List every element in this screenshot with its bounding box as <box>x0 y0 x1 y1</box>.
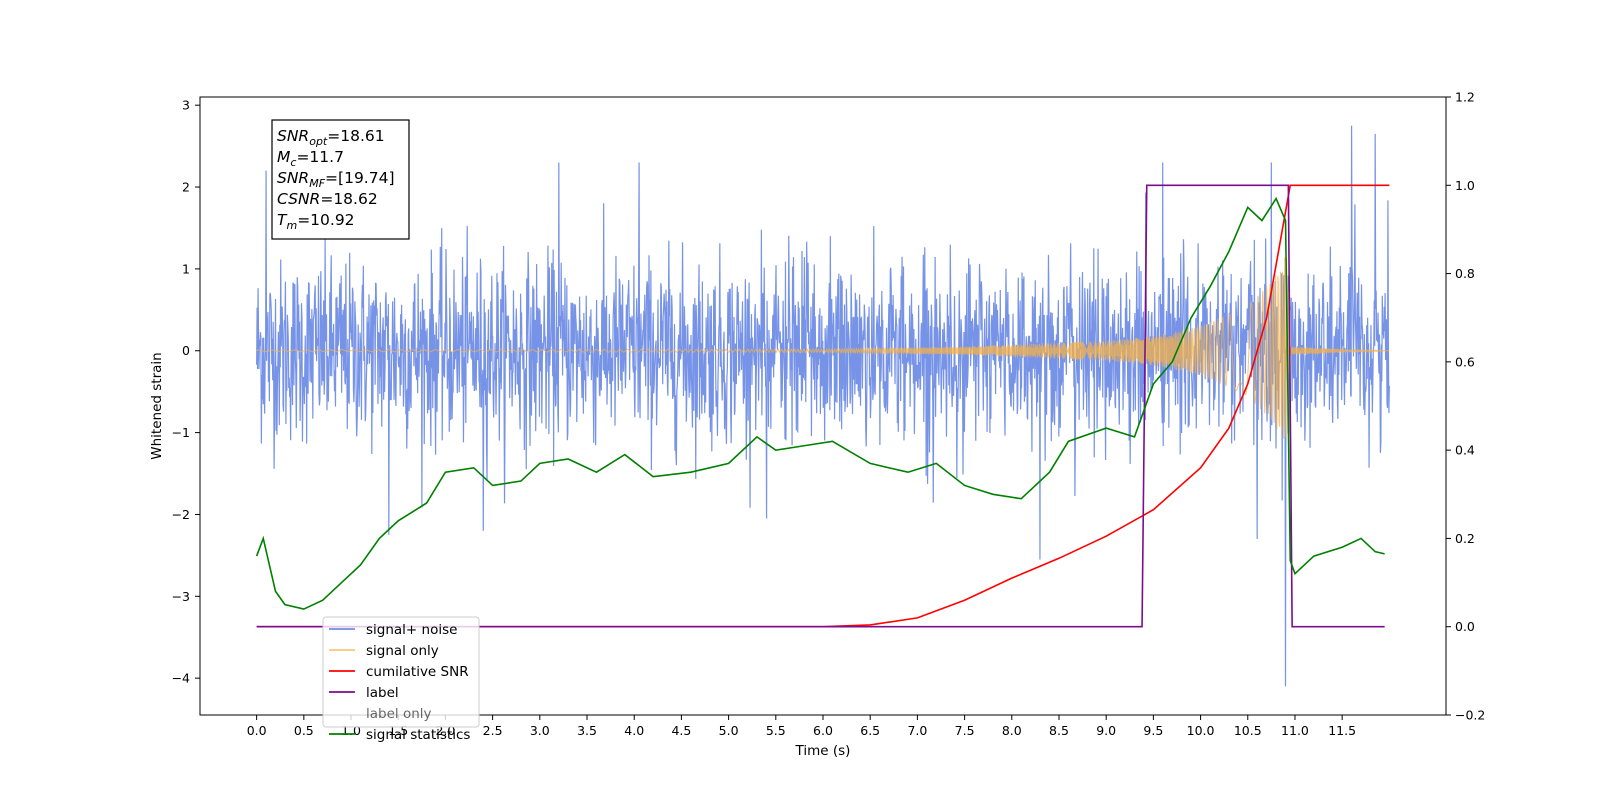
legend-label-signal-noise: signal+ noise <box>366 622 457 638</box>
info-line: Mc=11.7 <box>277 148 344 169</box>
x-tick-label: 9.0 <box>1096 723 1116 738</box>
info-symbol: SNR <box>277 169 309 187</box>
y2-tick-label: 0.0 <box>1455 619 1475 634</box>
x-tick-label: 6.0 <box>813 723 833 738</box>
x-tick-label: 5.0 <box>719 723 739 738</box>
info-symbol: CSNR <box>277 190 320 208</box>
x-tick-label: 8.5 <box>1049 723 1069 738</box>
x-tick-label: 0.0 <box>247 723 267 738</box>
x-tick-label: 11.5 <box>1328 723 1356 738</box>
info-symbol: M <box>277 148 290 166</box>
info-subscript: opt <box>309 135 328 148</box>
signal-statistics-line <box>255 196 1385 610</box>
y2-tick-label: 0.8 <box>1455 266 1475 281</box>
info-box: SNRopt=18.61Mc=11.7SNRMF=[19.74]CSNR=18.… <box>271 119 410 240</box>
x-tick-label: 9.5 <box>1143 723 1163 738</box>
x-tick-label: 8.0 <box>1002 723 1022 738</box>
legend-label-signal-only: signal only <box>366 643 439 659</box>
legend: signal+ noise signal only cumilative SNR la… <box>322 616 480 743</box>
x-axis-label: Time (s) <box>795 743 851 759</box>
noise-series <box>256 125 1390 687</box>
x-tick-label: 5.5 <box>766 723 786 738</box>
signal-only-trace <box>256 257 1390 439</box>
info-line: Tm=10.92 <box>277 211 355 232</box>
label-line <box>256 184 1385 628</box>
y2-tick-label: −0.2 <box>1455 708 1485 723</box>
signal-only-series <box>256 257 1390 439</box>
y2-tick-label: 0.2 <box>1455 531 1475 546</box>
y-tick-label: 2 <box>182 180 190 195</box>
y2-tick-label: 0.4 <box>1455 443 1475 458</box>
x-tick-label: 3.0 <box>530 723 550 738</box>
y-axis-label: Whitened strain <box>149 352 165 459</box>
y-tick-label: −2 <box>172 507 190 522</box>
y-tick-label: 3 <box>182 98 190 113</box>
info-line: CSNR=18.62 <box>277 190 378 208</box>
info-symbol: SNR <box>277 127 309 145</box>
x-tick-label: 4.5 <box>671 723 691 738</box>
info-line: SNRMF=[19.74] <box>277 169 395 190</box>
x-tick-label: 10.0 <box>1187 723 1215 738</box>
y-tick-label: 1 <box>182 261 190 276</box>
y-tick-label: 0 <box>182 343 190 358</box>
info-box-frame <box>271 119 410 240</box>
info-value: =18.62 <box>320 190 377 208</box>
info-subscript: c <box>290 156 296 169</box>
legend-label-signal-statistics: signal statistics <box>366 727 470 743</box>
line-series-group <box>255 184 1390 628</box>
info-subscript: MF <box>309 177 325 190</box>
info-line: SNRopt=18.61 <box>277 127 385 148</box>
x-tick-label: 11.0 <box>1281 723 1309 738</box>
legend-label-label: label <box>366 685 399 701</box>
info-value: =11.7 <box>296 148 344 166</box>
cumilative-snr-line <box>256 184 1390 628</box>
x-tick-label: 7.5 <box>955 723 975 738</box>
info-value: =10.92 <box>297 211 354 229</box>
info-symbol: T <box>277 211 288 229</box>
y-tick-label: −1 <box>172 425 190 440</box>
x-tick-label: 4.0 <box>624 723 644 738</box>
x-tick-label: 6.5 <box>860 723 880 738</box>
y-tick-label: −4 <box>172 671 190 686</box>
legend-label-label-only: label only <box>366 706 432 722</box>
noise-trace <box>256 125 1390 687</box>
legend-label-cumilative-snr: cumilative SNR <box>366 664 469 680</box>
info-value: =18.61 <box>327 127 384 145</box>
x-tick-label: 0.5 <box>294 723 314 738</box>
info-value: =[19.74] <box>325 169 394 187</box>
y2-tick-label: 0.6 <box>1455 354 1475 369</box>
x-tick-label: 10.5 <box>1234 723 1262 738</box>
y2-tick-label: 1.2 <box>1455 90 1475 105</box>
y2-tick-label: 1.0 <box>1455 178 1475 193</box>
x-tick-label: 3.5 <box>577 723 597 738</box>
x-tick-label: 7.0 <box>907 723 927 738</box>
info-subscript: m <box>286 219 297 232</box>
legend-frame <box>322 616 480 728</box>
y-tick-label: −3 <box>172 589 190 604</box>
x-tick-label: 2.5 <box>483 723 503 738</box>
